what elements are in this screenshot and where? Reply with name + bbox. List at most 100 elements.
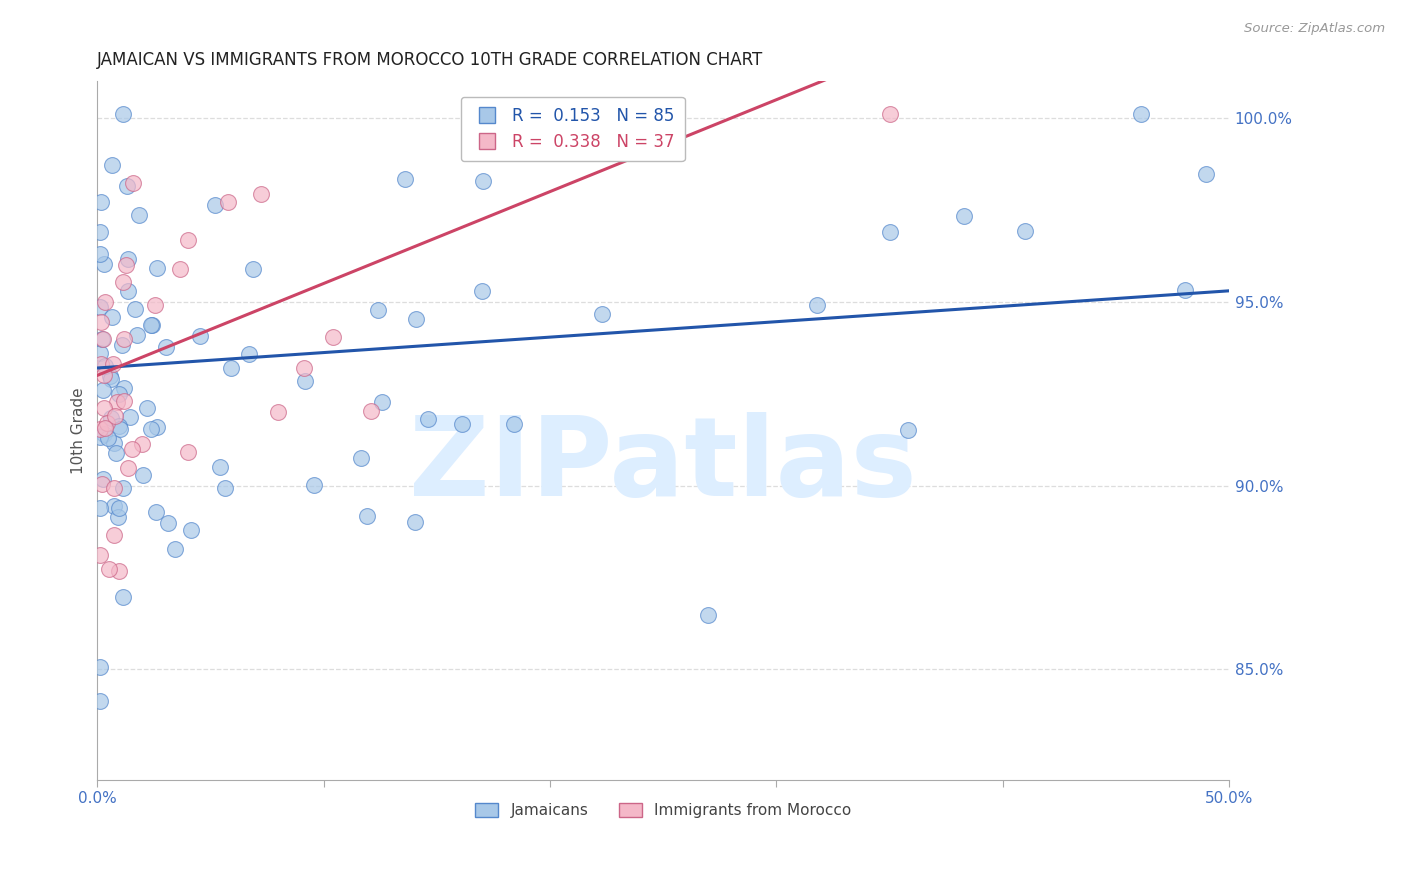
Point [356,509,378,524]
Point [124,301,146,316]
Point [91,332,114,346]
Point [806,298,828,312]
Point [404,515,426,529]
Point [91,383,114,397]
Point [112,590,135,604]
Point [103,357,125,371]
Point [157,516,180,530]
Point [131,436,153,450]
Point [112,332,135,346]
Point [219,360,242,375]
Point [371,395,394,409]
Point [169,262,191,277]
Point [114,258,136,272]
Point [135,401,157,416]
Point [104,409,127,423]
Point [100,411,122,425]
Point [89,694,111,708]
Point [96,431,118,445]
Point [107,510,129,524]
Point [101,158,124,172]
Legend: Jamaicans, Immigrants from Morocco: Jamaicans, Immigrants from Morocco [470,797,858,824]
Point [897,423,920,437]
Point [292,361,315,376]
Point [1174,283,1197,297]
Point [450,417,472,431]
Point [208,459,231,474]
Point [112,394,135,409]
Point [89,422,111,436]
Point [108,501,131,516]
Point [180,523,202,537]
Point [121,442,143,457]
Point [177,445,200,459]
Point [188,329,211,343]
Point [93,368,115,383]
Point [121,177,143,191]
Point [89,345,111,359]
Point [97,561,120,575]
Point [145,505,167,519]
Point [143,298,166,312]
Text: Source: ZipAtlas.com: Source: ZipAtlas.com [1244,22,1385,36]
Point [90,194,112,209]
Point [111,337,134,351]
Point [141,318,163,332]
Point [94,294,117,309]
Point [267,405,290,419]
Point [1014,224,1036,238]
Point [90,477,112,491]
Point [131,468,153,483]
Point [89,300,111,314]
Point [367,303,389,318]
Point [139,422,162,436]
Point [103,435,125,450]
Y-axis label: 10th Grade: 10th Grade [72,387,86,474]
Point [1195,167,1218,181]
Point [472,173,495,187]
Point [204,198,226,212]
Point [394,172,416,186]
Point [128,208,150,222]
Point [953,209,976,223]
Point [94,420,117,434]
Point [697,608,720,623]
Point [117,178,139,193]
Point [879,107,901,121]
Text: JAMAICAN VS IMMIGRANTS FROM MOROCCO 10TH GRADE CORRELATION CHART: JAMAICAN VS IMMIGRANTS FROM MOROCCO 10TH… [97,51,763,69]
Point [98,369,121,384]
Point [165,541,187,556]
Point [117,252,139,267]
Point [304,478,326,492]
Point [112,381,135,395]
Point [93,427,115,442]
Point [591,307,613,321]
Point [405,311,427,326]
Point [103,481,125,495]
Point [155,340,177,354]
Point [120,409,142,424]
Point [103,527,125,541]
Point [108,422,131,436]
Point [418,411,440,425]
Point [177,233,200,247]
Point [94,359,117,373]
Point [484,120,506,135]
Point [100,372,122,386]
Point [146,260,169,275]
Point [108,387,131,401]
Point [89,225,111,239]
Point [217,194,239,209]
Point [117,284,139,298]
Point [117,461,139,475]
Point [103,499,125,513]
Point [111,481,134,495]
Point [294,374,316,388]
Point [89,247,111,261]
Point [322,329,344,343]
Point [111,107,134,121]
Point [93,256,115,270]
Point [471,285,494,299]
Point [101,310,124,325]
Point [90,315,112,329]
